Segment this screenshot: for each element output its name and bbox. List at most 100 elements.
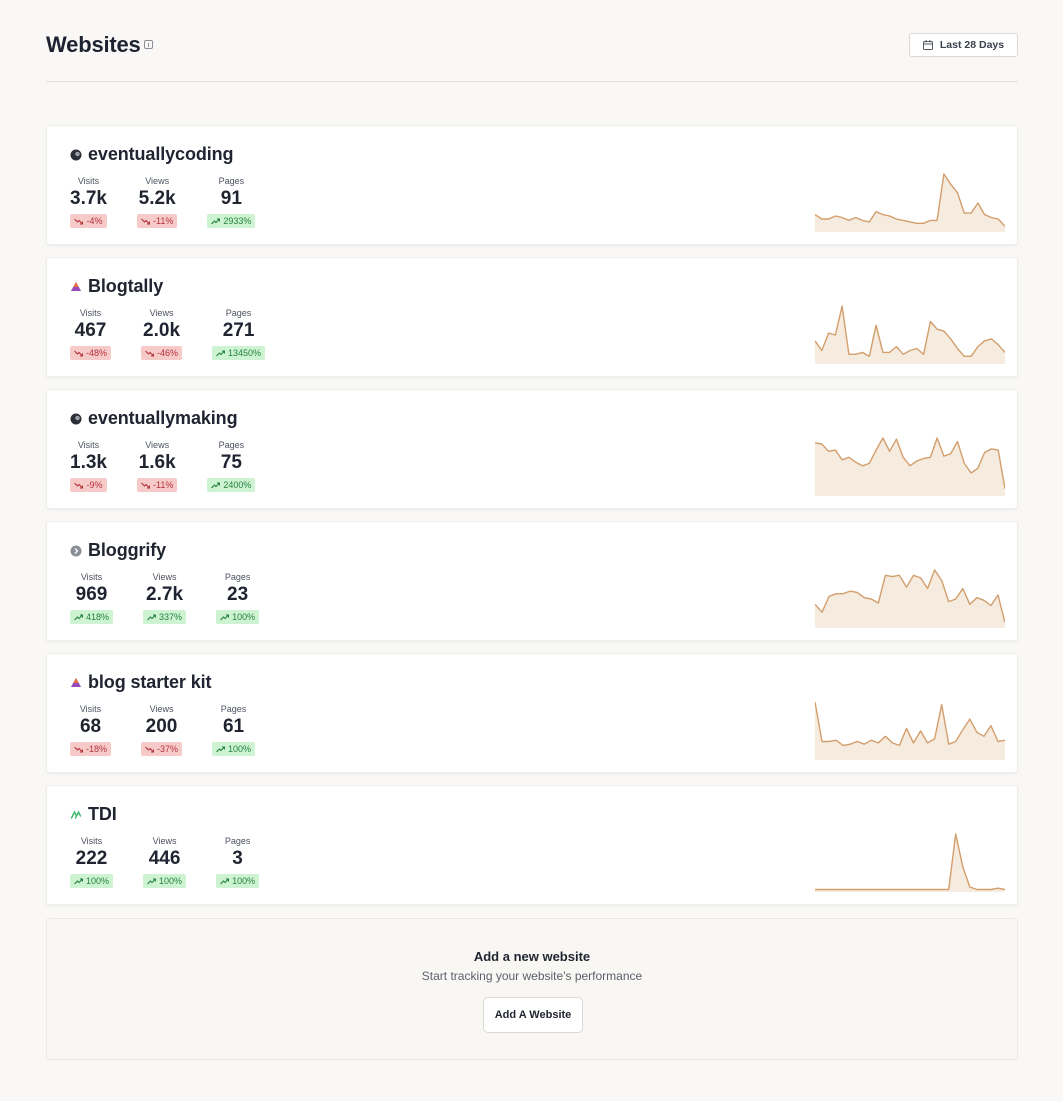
metric-value: 271 (222, 320, 255, 341)
metric-value: 91 (220, 188, 242, 209)
website-card[interactable]: eventuallymaking Visits 1.3k -9% Views 1.6k -1… (46, 389, 1018, 509)
website-name[interactable]: TDI (88, 804, 117, 824)
website-header: blog starter kit (70, 672, 212, 693)
metric-value: 2.7k (146, 584, 184, 605)
metric-views: Views 5.2k -11% (136, 176, 178, 228)
sparkline-line (815, 305, 1005, 357)
website-name[interactable]: Bloggrify (88, 540, 167, 560)
website-name[interactable]: blog starter kit (88, 672, 212, 692)
change-value: -11% (152, 216, 174, 226)
metric-label: Pages (218, 440, 245, 450)
metric-visits: Visits 969 418% (70, 572, 114, 624)
metric-visits: Visits 1.3k -9% (70, 440, 107, 492)
change-value: 337% (159, 612, 183, 622)
metric-visits: Visits 68 -18% (70, 704, 112, 756)
change-value: 2933% (223, 216, 252, 226)
change-badge: -11% (136, 214, 178, 228)
website-card[interactable]: blog starter kit Visits 68 -18% Views 200 -37%… (46, 653, 1018, 773)
website-metrics: Visits 467 -48% Views 2.0k -46% Pages 271 13450% (70, 308, 266, 360)
change-value: -18% (86, 744, 108, 754)
website-header: Bloggrify (70, 540, 166, 561)
metric-pages: Pages 75 2400% (207, 440, 256, 492)
change-value: -9% (86, 480, 103, 490)
metric-label: Views (149, 704, 174, 714)
change-badge: 13450% (212, 346, 266, 360)
website-card[interactable]: eventuallycoding Visits 3.7k -4% Views 5.2k -1… (46, 125, 1018, 245)
website-card[interactable]: TDI Visits 222 100% Views 446 100% Pages 3 100% (46, 785, 1018, 905)
sparkline-area (815, 570, 1005, 628)
calendar-icon (922, 40, 933, 50)
change-badge: 2933% (207, 214, 256, 228)
traffic-sparkline (815, 701, 1005, 760)
trend-up-icon (220, 877, 230, 884)
trend-down-icon (145, 746, 155, 753)
website-header: eventuallycoding (70, 144, 234, 165)
metric-value: 23 (227, 584, 249, 605)
metric-label: Pages (224, 836, 251, 846)
trend-down-icon (141, 482, 150, 489)
metric-value: 61 (222, 716, 245, 737)
change-value: -48% (86, 348, 108, 358)
trend-down-icon (74, 482, 84, 489)
metric-value: 75 (220, 452, 242, 473)
change-badge: 337% (143, 610, 187, 624)
page-header: Websites Last 28 Days (46, 30, 1018, 82)
sparkline-line (815, 701, 1005, 747)
metric-views: Views 200 -37% (141, 704, 183, 756)
metric-views: Views 446 100% (143, 836, 187, 888)
trend-up-icon (216, 745, 226, 752)
add-website-button[interactable]: Add A Website (483, 997, 583, 1033)
add-website-title: Add a new website (473, 949, 591, 964)
sparkline-area (815, 702, 1005, 760)
trend-up-icon (216, 349, 226, 356)
change-badge: 100% (70, 874, 114, 888)
website-header: eventuallymaking (70, 408, 238, 429)
website-name[interactable]: eventuallymaking (88, 408, 238, 428)
sparkline-area (815, 438, 1005, 496)
change-value: 100% (232, 612, 256, 622)
add-website-subtitle: Start tracking your website's performanc… (421, 969, 643, 983)
website-metrics: Visits 1.3k -9% Views 1.6k -11% Pages 75 2400% (70, 440, 256, 492)
info-icon[interactable] (144, 40, 153, 49)
trend-up-icon (220, 613, 230, 620)
trend-down-icon (74, 350, 83, 357)
metric-label: Visits (80, 572, 103, 582)
change-value: 100% (232, 876, 256, 886)
date-range-button[interactable]: Last 28 Days (909, 33, 1018, 57)
change-value: -46% (157, 348, 179, 358)
change-badge: 2400% (207, 478, 256, 492)
website-name[interactable]: eventuallycoding (88, 144, 234, 164)
metric-value: 1.3k (70, 452, 107, 473)
metric-label: Pages (220, 704, 247, 714)
trend-up-icon (211, 217, 221, 224)
website-name[interactable]: Blogtally (88, 276, 164, 296)
website-list: eventuallycoding Visits 3.7k -4% Views 5.2k -1… (46, 125, 1018, 917)
metric-label: Views (152, 836, 177, 846)
website-card[interactable]: Bloggrify Visits 969 418% Views 2.7k 337% Pages… (46, 521, 1018, 641)
website-metrics: Visits 68 -18% Views 200 -37% Pages 61 100% (70, 704, 256, 756)
sparkline-line (815, 173, 1005, 227)
dark-circle-logo (70, 149, 82, 160)
trend-down-icon (145, 350, 155, 357)
blogtally-logo (71, 281, 81, 291)
sparkline-line (815, 437, 1005, 489)
change-badge: -11% (136, 478, 178, 492)
sparkline-area (815, 174, 1005, 232)
tdi-logo (70, 809, 82, 819)
change-value: 418% (86, 612, 110, 622)
metric-value: 3 (232, 848, 243, 869)
metric-label: Pages (218, 176, 245, 186)
metric-value: 200 (145, 716, 178, 737)
blog-starter-kit-logo (71, 677, 81, 687)
metric-label: Views (152, 572, 177, 582)
metric-value: 222 (75, 848, 108, 869)
metric-visits: Visits 3.7k -4% (70, 176, 107, 228)
sparkline-line (815, 833, 1005, 891)
traffic-sparkline (815, 833, 1005, 892)
metric-label: Pages (224, 572, 251, 582)
change-badge: -37% (141, 742, 183, 756)
metric-value: 1.6k (138, 452, 176, 473)
website-header: Blogtally (70, 276, 163, 297)
website-card[interactable]: Blogtally Visits 467 -48% Views 2.0k -46% Pages… (46, 257, 1018, 377)
date-range-label: Last 28 Days (939, 39, 1005, 51)
